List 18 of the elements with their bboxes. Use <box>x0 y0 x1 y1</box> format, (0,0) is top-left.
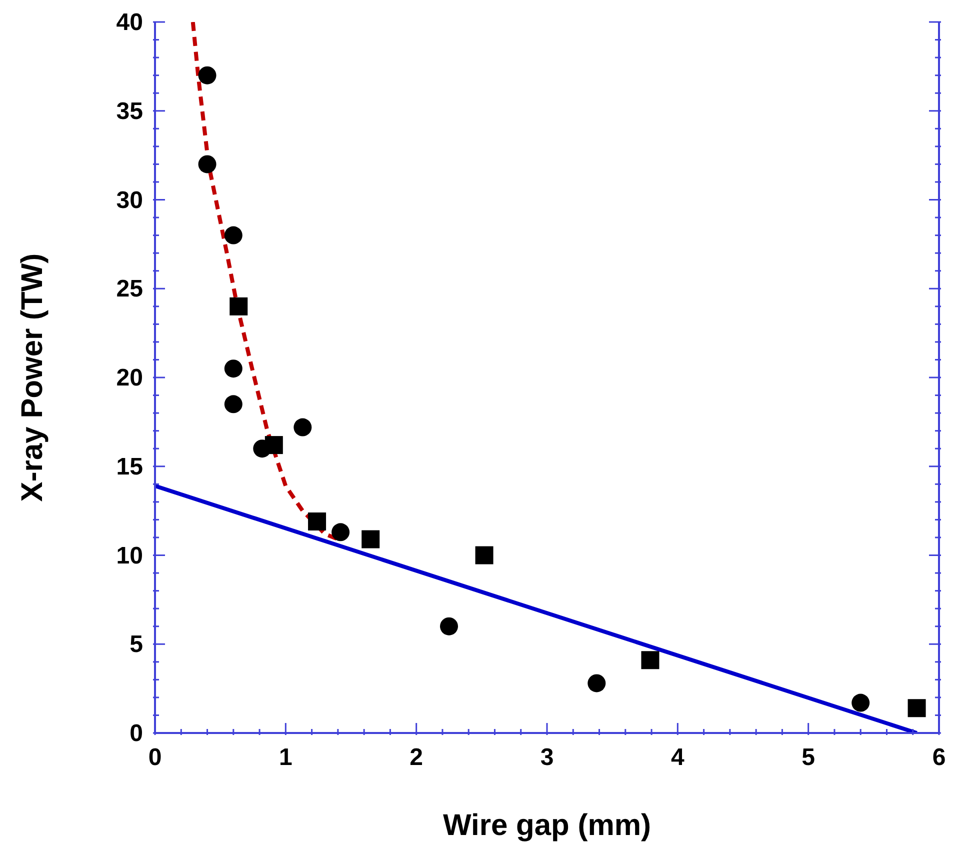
x-tick-label: 4 <box>670 744 685 771</box>
x-tick-label: 1 <box>278 744 292 771</box>
y-tick-label: 0 <box>130 720 143 747</box>
y-tick-label: 15 <box>116 453 143 480</box>
y-axis-title: X-ray Power (TW) <box>16 253 49 502</box>
y-tick-label: 25 <box>116 276 143 303</box>
y-tick-label: 40 <box>116 9 143 36</box>
x-tick-label: 3 <box>540 744 554 771</box>
y-tick-label: 10 <box>116 542 143 570</box>
y-tick-label: 35 <box>116 98 143 125</box>
x-axis-title: Wire gap (mm) <box>442 809 652 842</box>
x-tick-label: 2 <box>410 744 424 771</box>
x-tick-label: 6 <box>932 744 946 771</box>
y-tick-label: 20 <box>116 364 143 392</box>
y-tick-label: 30 <box>116 186 143 214</box>
y-tick-label: 5 <box>130 631 143 658</box>
x-tick-label: 5 <box>802 744 816 771</box>
x-tick-label: 0 <box>148 744 162 771</box>
